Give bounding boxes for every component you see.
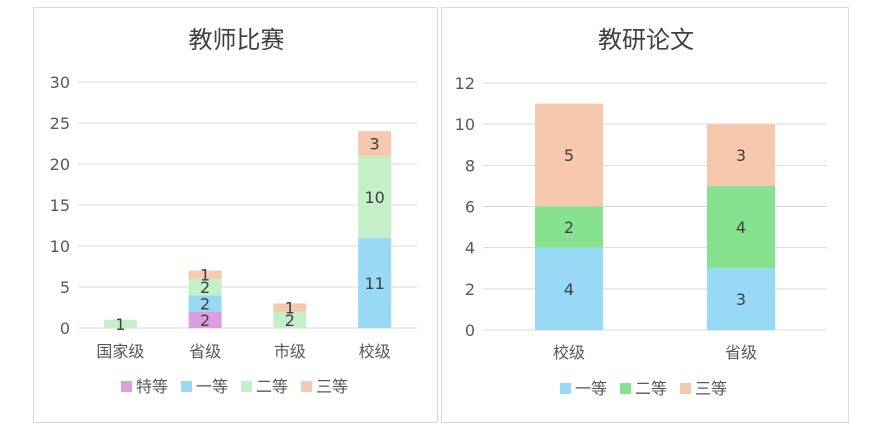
bar-segment <box>535 206 603 248</box>
bar-segment <box>358 155 392 238</box>
y-tick-label: 10 <box>50 237 70 256</box>
y-tick-label: 10 <box>455 115 475 134</box>
data-label: 3 <box>736 290 746 309</box>
y-tick-label: 8 <box>465 156 475 175</box>
data-label: 2 <box>285 311 295 330</box>
y-tick-label: 6 <box>465 198 475 217</box>
x-category-label: 校级 <box>553 343 585 362</box>
chart-title: 教研论文 <box>598 26 694 54</box>
y-tick-label: 12 <box>455 74 475 93</box>
y-tick-label: 2 <box>465 280 475 299</box>
data-label: 1 <box>200 266 210 285</box>
data-label: 2 <box>200 294 210 313</box>
y-tick-label: 0 <box>465 321 475 340</box>
legend-swatch <box>620 383 631 394</box>
legend-swatch <box>241 381 252 392</box>
legend-swatch <box>181 381 192 392</box>
legend-swatch <box>680 383 691 394</box>
y-tick-label: 20 <box>50 155 70 174</box>
legend-swatch <box>121 381 132 392</box>
legend-label: 二等 <box>635 379 667 398</box>
bar-segment <box>535 247 603 330</box>
bar-segment <box>188 278 222 296</box>
legend-swatch <box>301 381 312 392</box>
data-label: 3 <box>736 146 746 165</box>
y-tick-label: 0 <box>60 319 70 338</box>
chart-panel-teacher-competition: 教师比赛 0 5 10 15 20 25 30 1 国家级 2 2 2 1 省级 2 1 市级 11 10 3 校级 特等一… <box>33 7 438 423</box>
legend-label: 一等 <box>575 379 607 398</box>
data-label: 5 <box>564 146 574 165</box>
x-category-label: 省级 <box>189 342 221 361</box>
bar-segment <box>707 185 775 269</box>
y-tick-label: 25 <box>50 114 70 133</box>
bar-segment <box>188 295 222 312</box>
chart-title: 教师比赛 <box>189 26 285 54</box>
data-label: 2 <box>200 278 210 297</box>
legend-label: 二等 <box>256 377 288 396</box>
legend-label: 三等 <box>316 377 348 396</box>
y-tick-label: 15 <box>50 196 70 215</box>
chart-panel-research-papers: 教研论文 0 2 4 6 8 10 12 4 2 5 校级 3 4 3 省级一等 二等 三等 <box>441 7 849 423</box>
data-label: 11 <box>364 274 384 293</box>
bar-segment <box>188 270 222 279</box>
legend-label: 特等 <box>136 377 168 396</box>
data-label: 4 <box>736 218 746 237</box>
bar-segment <box>273 311 307 328</box>
data-label: 10 <box>364 188 384 207</box>
bar-segment <box>103 319 137 328</box>
x-category-label: 国家级 <box>96 342 144 361</box>
data-label: 1 <box>285 299 295 318</box>
bar-segment <box>358 131 392 156</box>
data-label: 2 <box>200 311 210 330</box>
bar-segment <box>358 237 392 328</box>
data-label: 1 <box>115 315 125 334</box>
bar-segment <box>535 103 603 207</box>
x-category-label: 市级 <box>274 342 306 361</box>
data-label: 3 <box>370 135 380 154</box>
bar-segment <box>273 303 307 312</box>
legend-label: 一等 <box>196 377 228 396</box>
y-tick-label: 30 <box>50 73 70 92</box>
chart-teacher-competition: 教师比赛0510152025301国家级2221省级21市级11103校级特等一… <box>50 26 417 396</box>
bar-segment <box>707 124 775 186</box>
bar-segment <box>707 268 775 330</box>
x-category-label: 校级 <box>359 342 391 361</box>
legend-label: 三等 <box>695 379 727 398</box>
bar-segment <box>188 311 222 328</box>
y-tick-label: 5 <box>60 278 70 297</box>
legend-swatch <box>560 383 571 394</box>
x-category-label: 省级 <box>725 343 757 362</box>
data-label: 4 <box>564 280 574 299</box>
data-label: 2 <box>564 218 574 237</box>
y-tick-label: 4 <box>465 239 475 258</box>
